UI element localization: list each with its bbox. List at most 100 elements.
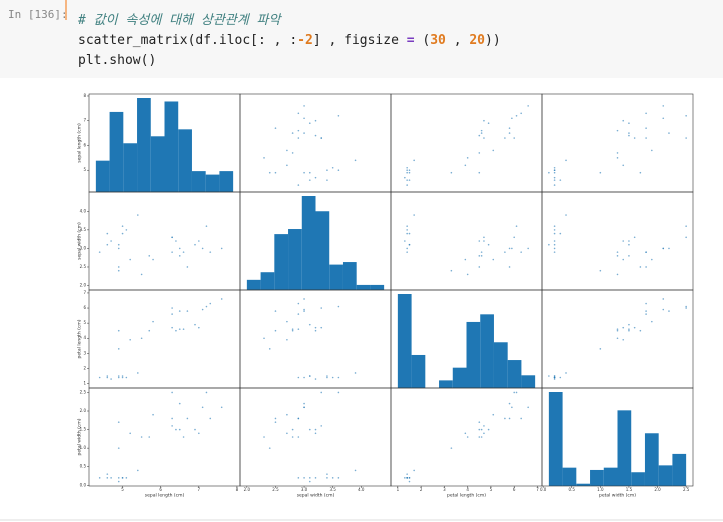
scatter-point [622, 164, 625, 167]
scatter-point [274, 417, 277, 420]
scatter-point [291, 329, 294, 332]
histogram-bar [439, 380, 453, 388]
scatter-point [622, 119, 625, 122]
code-token: 30 [430, 33, 446, 48]
scatter-point [685, 225, 687, 227]
code-token: # 값이 속성에 대해 상관관계 파악 [77, 13, 282, 28]
scatter-point [263, 337, 265, 340]
scatter-point [487, 428, 490, 431]
x-tick-label: 1.5 [626, 487, 633, 492]
scatter-point [685, 307, 687, 309]
panel-frame [390, 387, 543, 487]
scatter-point [291, 328, 294, 330]
scatter-point [599, 269, 602, 272]
scatter-point [303, 117, 305, 120]
scatter-point [406, 247, 408, 250]
scatter-point [320, 326, 323, 329]
scatter-point [464, 432, 467, 435]
histogram-bar [672, 453, 687, 486]
scatter-point [478, 255, 481, 257]
scatter-point [297, 313, 300, 315]
scatter-point [354, 159, 357, 162]
scatter-point [201, 247, 204, 250]
scatter-point [548, 171, 550, 174]
scatter-point [297, 477, 300, 479]
x-tick-label: 3.5 [329, 487, 336, 492]
scatter-point [633, 236, 636, 239]
scatter-point [274, 171, 277, 174]
scatter-point [303, 171, 305, 174]
scatter-point [171, 326, 173, 329]
scatter-point [527, 406, 529, 409]
scatter-point [628, 132, 630, 134]
scatter-point [198, 432, 200, 435]
scatter-point [326, 169, 328, 172]
panel-frame [239, 387, 392, 487]
scatter-point [326, 376, 328, 379]
scatter-point [645, 302, 647, 305]
scatter-point [117, 247, 120, 250]
scatter-point [413, 214, 415, 216]
scatter-point [628, 240, 630, 242]
histogram-bar [452, 367, 467, 388]
scatter-point [140, 273, 143, 276]
scatter-point [616, 251, 619, 253]
scatter-point [645, 313, 647, 315]
scatter-point [201, 406, 204, 409]
scatter-point [314, 176, 317, 179]
scatter-point [303, 376, 305, 379]
x-tick-label: 3 [443, 487, 446, 492]
scatter-point [182, 251, 185, 253]
histogram-bar [507, 360, 522, 388]
histogram-bar [411, 354, 426, 388]
scatter-point [137, 469, 139, 472]
scatter-point [504, 417, 506, 420]
scatter-point [639, 329, 642, 332]
scatter-point [668, 132, 670, 134]
scatter-point [628, 243, 630, 246]
histogram-bar [576, 483, 591, 486]
scatter-point [511, 117, 513, 120]
scatter-point [331, 477, 334, 479]
scatter-point [480, 129, 483, 132]
scatter-point [337, 114, 340, 117]
scatter-point [291, 428, 294, 431]
histogram-bar [631, 472, 645, 486]
scatter-point [645, 251, 647, 253]
scatter-point [98, 477, 101, 479]
scatter-point [286, 413, 288, 416]
scatter-point [478, 436, 481, 438]
scatter-point [492, 149, 495, 152]
scatter-point [406, 225, 408, 227]
histogram-bar [370, 284, 385, 290]
histogram-bar [562, 467, 577, 486]
scatter-point [406, 232, 408, 235]
scatter-point [406, 184, 408, 186]
code-cell[interactable] [0, 0, 723, 78]
scatter-point [487, 243, 490, 246]
scatter-point [622, 326, 625, 329]
scatter-point [553, 225, 556, 227]
histogram-bar [260, 272, 275, 290]
y-tick-label: 3.0 [80, 245, 87, 250]
scatter-point [553, 229, 556, 231]
scatter-point [628, 329, 630, 332]
y-tick-label: 5 [83, 320, 86, 325]
scatter-point [268, 348, 271, 350]
scatter-point [175, 428, 177, 431]
panel-frame [541, 93, 694, 193]
x-axis-label: sepal width (cm) [297, 493, 335, 499]
scatter-point [483, 240, 485, 242]
histogram-bar [356, 284, 371, 290]
scatter-point [303, 105, 305, 107]
y-axis-label: petal length (cm) [77, 319, 83, 358]
scatter-point [628, 122, 630, 125]
scatter-point [480, 251, 483, 253]
scatter-point [354, 469, 357, 472]
scatter-point [478, 240, 481, 242]
scatter-point [117, 477, 120, 479]
code-token: -2 [297, 33, 313, 48]
scatter-point [645, 310, 647, 312]
scatter-point [616, 152, 619, 154]
scatter-point [178, 255, 181, 257]
